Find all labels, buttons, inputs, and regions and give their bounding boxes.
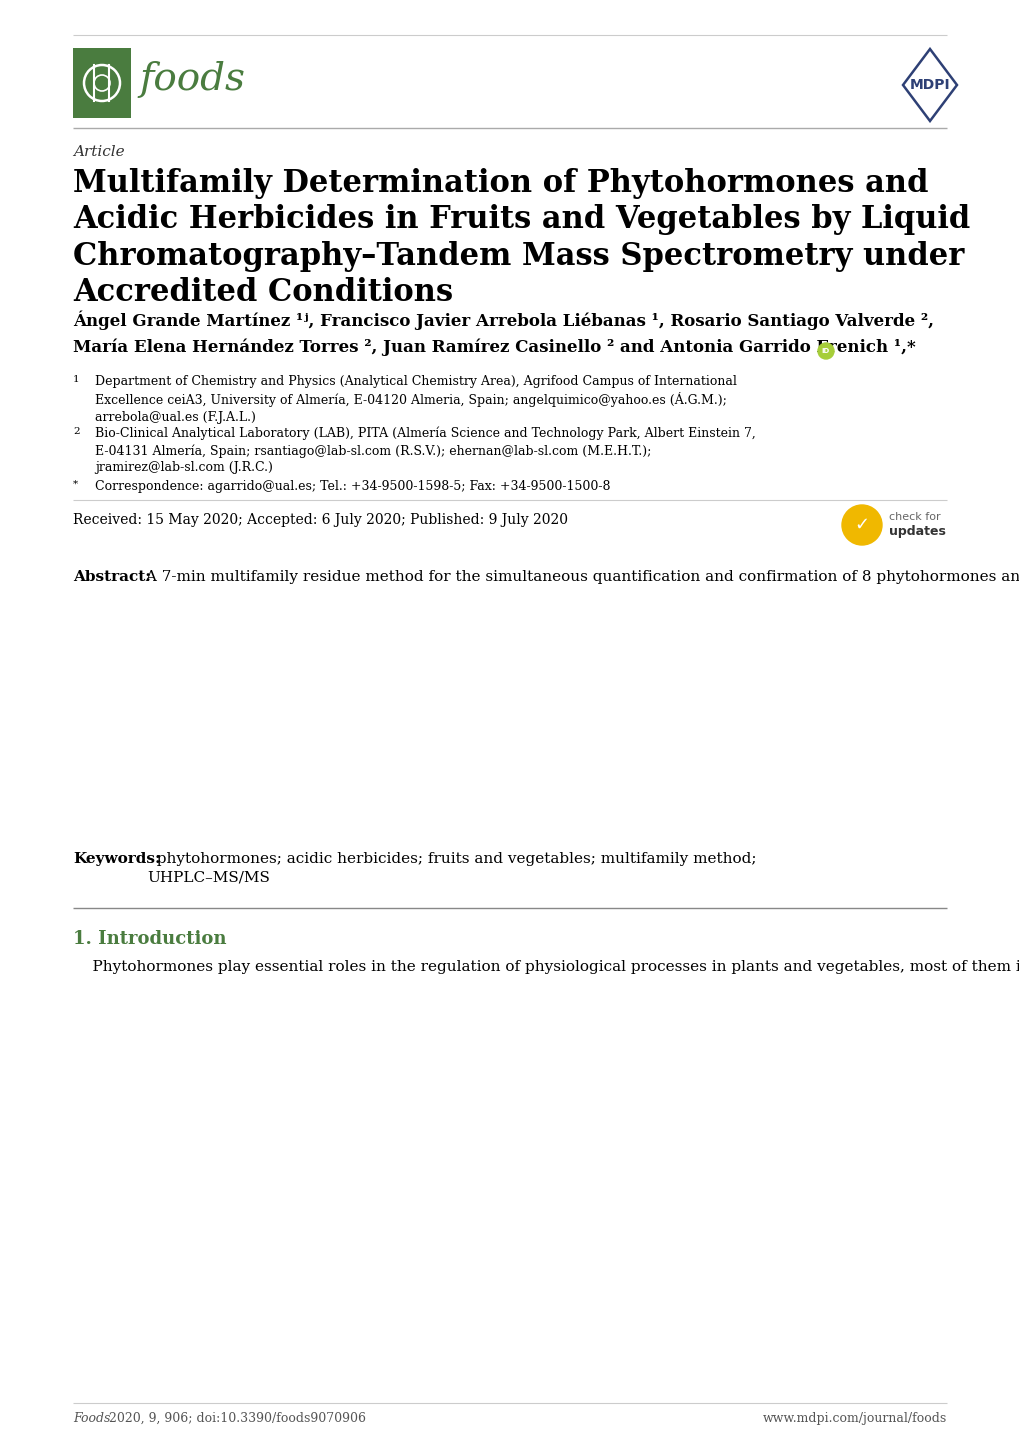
Text: Phytohormones play essential roles in the regulation of physiological processes : Phytohormones play essential roles in th… — [73, 960, 1019, 973]
Text: Department of Chemistry and Physics (Analytical Chemistry Area), Agrifood Campus: Department of Chemistry and Physics (Ana… — [95, 375, 736, 424]
Text: check for: check for — [889, 512, 940, 522]
Text: Abstract:: Abstract: — [73, 570, 151, 584]
Text: Multifamily Determination of Phytohormones and
Acidic Herbicides in Fruits and V: Multifamily Determination of Phytohormon… — [73, 169, 969, 307]
Text: Article: Article — [73, 146, 124, 159]
Text: phytohormones; acidic herbicides; fruits and vegetables; multifamily method;
UHP: phytohormones; acidic herbicides; fruits… — [147, 852, 756, 884]
Text: 2020, 9, 906; doi:10.3390/foods9070906: 2020, 9, 906; doi:10.3390/foods9070906 — [105, 1412, 366, 1425]
Circle shape — [817, 343, 834, 359]
Text: Bio-Clinical Analytical Laboratory (LAB), PITA (Almería Science and Technology P: Bio-Clinical Analytical Laboratory (LAB)… — [95, 427, 755, 474]
Text: iD: iD — [821, 348, 829, 353]
Text: ✓: ✓ — [854, 516, 869, 534]
Text: foods: foods — [139, 61, 245, 98]
Text: MDPI: MDPI — [909, 78, 950, 92]
Text: Received: 15 May 2020; Accepted: 6 July 2020; Published: 9 July 2020: Received: 15 May 2020; Accepted: 6 July … — [73, 513, 568, 526]
Text: www.mdpi.com/journal/foods: www.mdpi.com/journal/foods — [762, 1412, 946, 1425]
Text: Ángel Grande Martínez ¹ʲ, Francisco Javier Arrebola Liébanas ¹, Rosario Santiago: Ángel Grande Martínez ¹ʲ, Francisco Javi… — [73, 310, 933, 330]
Text: 1. Introduction: 1. Introduction — [73, 930, 226, 947]
Text: María Elena Hernández Torres ², Juan Ramírez Casinello ² and Antonia Garrido Fre: María Elena Hernández Torres ², Juan Ram… — [73, 337, 915, 356]
Text: 2: 2 — [73, 427, 79, 435]
FancyBboxPatch shape — [73, 48, 130, 118]
Text: updates: updates — [889, 525, 945, 538]
Text: Correspondence: agarrido@ual.es; Tel.: +34-9500-1598-5; Fax: +34-9500-1500-8: Correspondence: agarrido@ual.es; Tel.: +… — [95, 480, 610, 493]
Text: A 7-min multifamily residue method for the simultaneous quantification and confi: A 7-min multifamily residue method for t… — [141, 570, 1019, 584]
Text: *: * — [73, 480, 78, 489]
Text: 1: 1 — [73, 375, 79, 384]
Text: Keywords:: Keywords: — [73, 852, 160, 867]
Circle shape — [841, 505, 881, 545]
Text: Foods: Foods — [73, 1412, 110, 1425]
